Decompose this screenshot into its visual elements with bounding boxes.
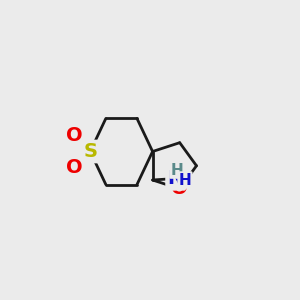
Text: O: O xyxy=(66,158,83,177)
Text: S: S xyxy=(83,142,97,161)
Text: O: O xyxy=(66,126,83,145)
Text: N: N xyxy=(168,169,184,188)
Text: H: H xyxy=(178,172,191,188)
Text: O: O xyxy=(171,179,188,198)
Text: H: H xyxy=(170,163,183,178)
